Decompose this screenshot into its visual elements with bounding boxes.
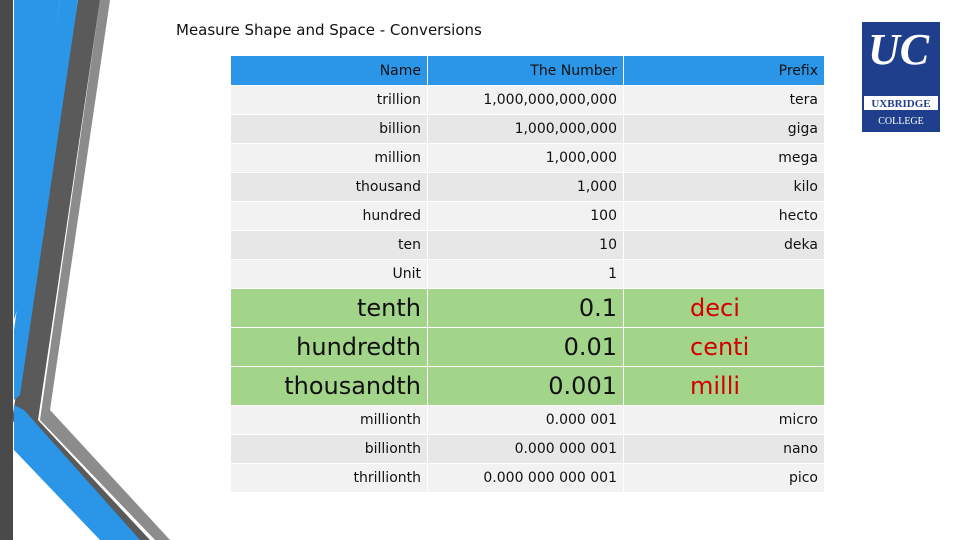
cell-prefix: milli [623,366,825,406]
cell-name: trillion [230,85,428,115]
table-row: millionth 0.000 001 micro [230,405,825,435]
cell-name: hundred [230,201,428,231]
cell-number: 1,000,000 [427,143,624,173]
cell-prefix: kilo [623,172,825,202]
table-row: hundred 100 hecto [230,201,825,231]
cell-name: million [230,143,428,173]
table-row: million 1,000,000 mega [230,143,825,173]
cell-name: tenth [230,288,428,328]
cell-prefix: giga [623,114,825,144]
cell-number: 10 [427,230,624,260]
logo-letters: UC [868,25,930,74]
cell-number: 1,000,000,000 [427,114,624,144]
cell-number: 0.000 000 000 001 [427,463,624,493]
cell-prefix: deci [623,288,825,328]
cell-number: 1,000,000,000,000 [427,85,624,115]
cell-name: thrillionth [230,463,428,493]
cell-name: hundredth [230,327,428,367]
college-logo: UC UXBRIDGE COLLEGE [862,22,940,132]
cell-name: millionth [230,405,428,435]
cell-name: ten [230,230,428,260]
cell-number: 1 [427,259,624,289]
cell-name: Unit [230,259,428,289]
table-row: hundredth 0.01 centi [230,327,825,367]
cell-prefix: micro [623,405,825,435]
table-header-row: Name The Number Prefix [230,55,825,86]
header-number: The Number [427,55,624,86]
cell-prefix: hecto [623,201,825,231]
table-row: thousand 1,000 kilo [230,172,825,202]
table-row: tenth 0.1 deci [230,288,825,328]
cell-number: 0.000 001 [427,405,624,435]
header-prefix: Prefix [623,55,825,86]
cell-prefix: deka [623,230,825,260]
cell-prefix: pico [623,463,825,493]
table-row: billionth 0.000 000 001 nano [230,434,825,464]
table-row: billion 1,000,000,000 giga [230,114,825,144]
cell-prefix: nano [623,434,825,464]
cell-number: 0.000 000 001 [427,434,624,464]
cell-number: 0.01 [427,327,624,367]
conversion-table: Name The Number Prefix trillion 1,000,000… [230,55,825,493]
logo-name-line1: UXBRIDGE [871,98,930,110]
table-row: ten 10 deka [230,230,825,260]
cell-name: thousand [230,172,428,202]
table-row: thousandth 0.001 milli [230,366,825,406]
slide-title: Measure Shape and Space - Conversions [176,21,482,39]
cell-number: 100 [427,201,624,231]
cell-name: thousandth [230,366,428,406]
cell-number: 0.001 [427,366,624,406]
table-row: Unit 1 [230,259,825,289]
decorative-stripes [0,0,170,540]
cell-prefix: mega [623,143,825,173]
cell-prefix [623,259,825,289]
cell-prefix: centi [623,327,825,367]
cell-number: 1,000 [427,172,624,202]
cell-name: billion [230,114,428,144]
logo-name-line2: COLLEGE [878,116,924,127]
cell-prefix: tera [623,85,825,115]
table-row: thrillionth 0.000 000 000 001 pico [230,463,825,493]
table-row: trillion 1,000,000,000,000 tera [230,85,825,115]
cell-name: billionth [230,434,428,464]
header-name: Name [230,55,428,86]
cell-number: 0.1 [427,288,624,328]
